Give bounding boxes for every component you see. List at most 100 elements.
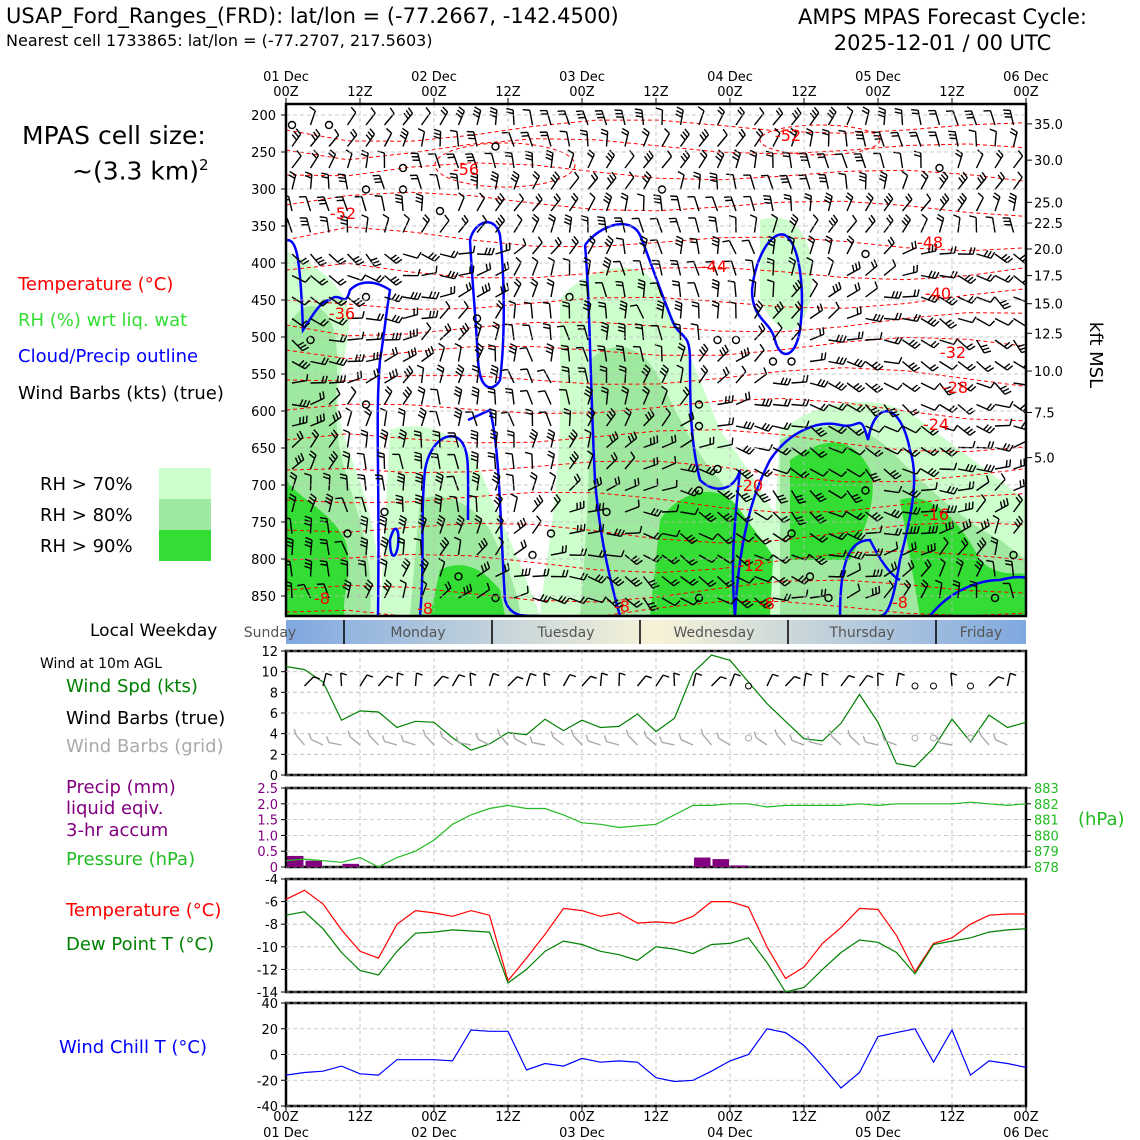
surface-wind-barb-flag [645,675,652,679]
wind-barb-flag [300,257,307,263]
wind-barb-flag [470,171,478,176]
wind-barb-flag [728,395,731,403]
wind-barb [878,131,885,147]
wind-barb [328,296,342,307]
wind-barb-flag [570,195,577,202]
pressure-line [285,801,1027,868]
wind-barb-flag [449,172,457,176]
hpa-label: (hPa) [1078,809,1125,830]
wind-barb-flag [434,255,441,262]
pressure-tick-label: 400 [251,257,276,272]
wind-barb [476,110,482,126]
wind-barb-flag [827,256,834,262]
wind-barb [545,411,552,427]
wind-barb-flag [787,594,792,601]
wind-barb [476,475,480,491]
wind-barb-flag [914,240,917,248]
wind-barb [568,177,580,190]
wind-barb-flag [694,507,699,515]
wind-barb-flag [597,216,605,219]
wind-barb [939,526,954,535]
wind-barb [476,368,480,384]
wind-barb-flag [420,514,427,520]
wind-barb-flag [337,257,344,263]
wind-barb [676,260,682,276]
wind-barb [365,411,373,427]
wind-barb-flag [569,456,575,463]
chill-axis-tick-label: -20 [257,1074,278,1089]
grid-wind-barb [865,741,879,746]
wind-barb [735,425,751,430]
wind-barb [661,156,673,169]
wind-barb-flag [760,322,766,330]
wind-barb [606,575,619,587]
wind-barb [939,489,955,495]
wind-barb-flag [299,430,304,438]
barbs-grid-label: Wind Barbs (grid) [66,736,224,757]
wind-barb-flag [944,193,950,200]
wind-barb-flag [951,407,958,413]
wind-barb-flag [911,242,914,250]
wind-barb-flag [802,398,807,406]
wind-barb-flag [1017,171,1023,178]
wind-barb [659,196,663,212]
wind-barb-flag [857,552,863,559]
wind-barb-flag [444,583,450,591]
wind-barb-flag [968,247,973,255]
wind-barb-flag [969,215,977,219]
wind-barb [772,281,775,298]
wind-barb [420,195,424,212]
wind-barb-flag [839,357,844,365]
wind-barb [735,371,747,384]
wind-barb [975,499,987,513]
wind-barb-flag [454,343,462,348]
wind-barb-flag [547,432,555,437]
wind-barb-flag [633,431,638,439]
wind-barb-flag [578,116,586,119]
grid-wind-barb [402,740,416,746]
wind-barb-flag [799,500,807,504]
wind-barb-flag [580,524,583,532]
wind-barb [439,292,455,298]
wind-barb-flag [612,576,619,582]
wind-barb-flag [370,257,378,262]
wind-barb-flag [444,214,450,221]
wind-barb-flag [398,435,406,441]
calm-circle [990,593,1000,603]
wind-barb-flag [856,512,863,519]
wind-barb-flag [513,281,520,288]
wind-barb-flag [454,389,462,394]
wind-barb-flag [469,583,473,591]
wind-barb-flag [654,201,662,204]
wind-barb [513,283,522,298]
wind-barb-flag [597,575,604,582]
wind-barb-flag [335,497,343,500]
legend-rh: RH (%) wrt liq. wat [18,310,188,331]
wind-barb [642,132,650,147]
wind-barb-flag [603,260,611,266]
wind-barb-flag [822,470,829,477]
wind-barb-flag [898,291,903,299]
wind-barb-flag [858,562,862,570]
wind-barb-flag [689,578,696,584]
wind-barb-flag [615,237,624,240]
wind-barb-flag [722,128,728,136]
wind-barb-flag [398,407,406,412]
wind-barb-flag [885,195,892,203]
wind-barb-flag [693,171,701,176]
temperature-contour-label: -40 [925,284,951,303]
chill-axis-tick-label: 0 [270,1049,278,1064]
wind-barb-flag [580,548,584,556]
wind-barb-flag [577,113,585,116]
temp-axis-tick-label: -6 [265,896,278,911]
wind-barb [457,346,462,362]
wind-barb [735,554,748,566]
wind-barb-flag [520,541,525,549]
wind-barb [341,497,349,513]
wind-barb-flag [296,150,302,157]
legend-rh80: RH > 80% [40,505,133,526]
surface-wind-barb [322,673,327,687]
wind-barb [326,561,330,577]
wind-barb [310,296,323,307]
height-tick-label: 20.0 [1034,243,1063,258]
